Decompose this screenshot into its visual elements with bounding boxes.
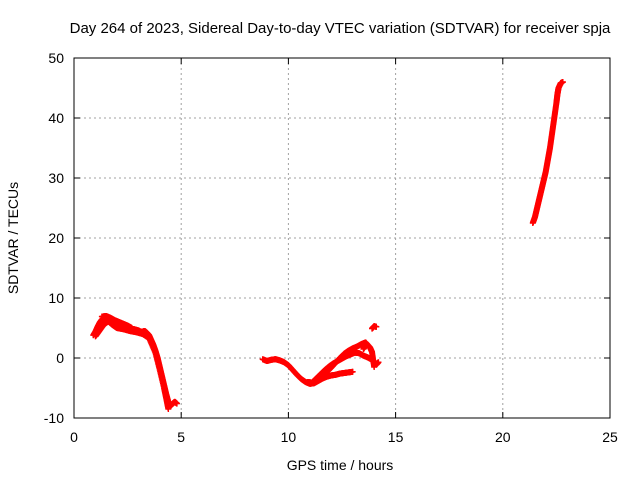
- data-point: [165, 406, 172, 412]
- x-tick-label: 0: [70, 429, 78, 445]
- data-point: [128, 325, 135, 331]
- y-axis-label: SDTVAR / TECUs: [5, 182, 21, 294]
- y-tick-label: 30: [48, 170, 64, 186]
- grid-lines: [74, 58, 610, 418]
- y-tick-label: 0: [56, 350, 64, 366]
- y-tick-label: -10: [44, 410, 64, 426]
- data-point: [173, 400, 180, 407]
- plot-area-border: [73, 57, 611, 419]
- x-tick-label: 20: [495, 429, 511, 445]
- x-tick-label: 10: [281, 429, 297, 445]
- y-tick-label: 40: [48, 110, 64, 126]
- chart-title: Day 264 of 2023, Sidereal Day-to-day VTE…: [70, 20, 611, 37]
- data-point: [375, 359, 382, 366]
- data-point: [362, 342, 369, 349]
- x-axis-label: GPS time / hours: [287, 457, 394, 473]
- x-tick-label: 25: [602, 429, 618, 445]
- data-point: [559, 79, 566, 85]
- y-tick-label: 10: [48, 290, 64, 306]
- data-points: [90, 79, 566, 412]
- data-point: [371, 364, 378, 370]
- y-tick-label: 50: [48, 50, 64, 66]
- data-point: [349, 368, 356, 375]
- x-tick-label: 5: [177, 429, 185, 445]
- x-tick-label: 15: [388, 429, 404, 445]
- data-point: [373, 323, 380, 330]
- y-tick-label: 20: [48, 230, 64, 246]
- tick-labels: 0 5 10 15 20 25 -10 0 10 20 30 40 50: [44, 50, 618, 445]
